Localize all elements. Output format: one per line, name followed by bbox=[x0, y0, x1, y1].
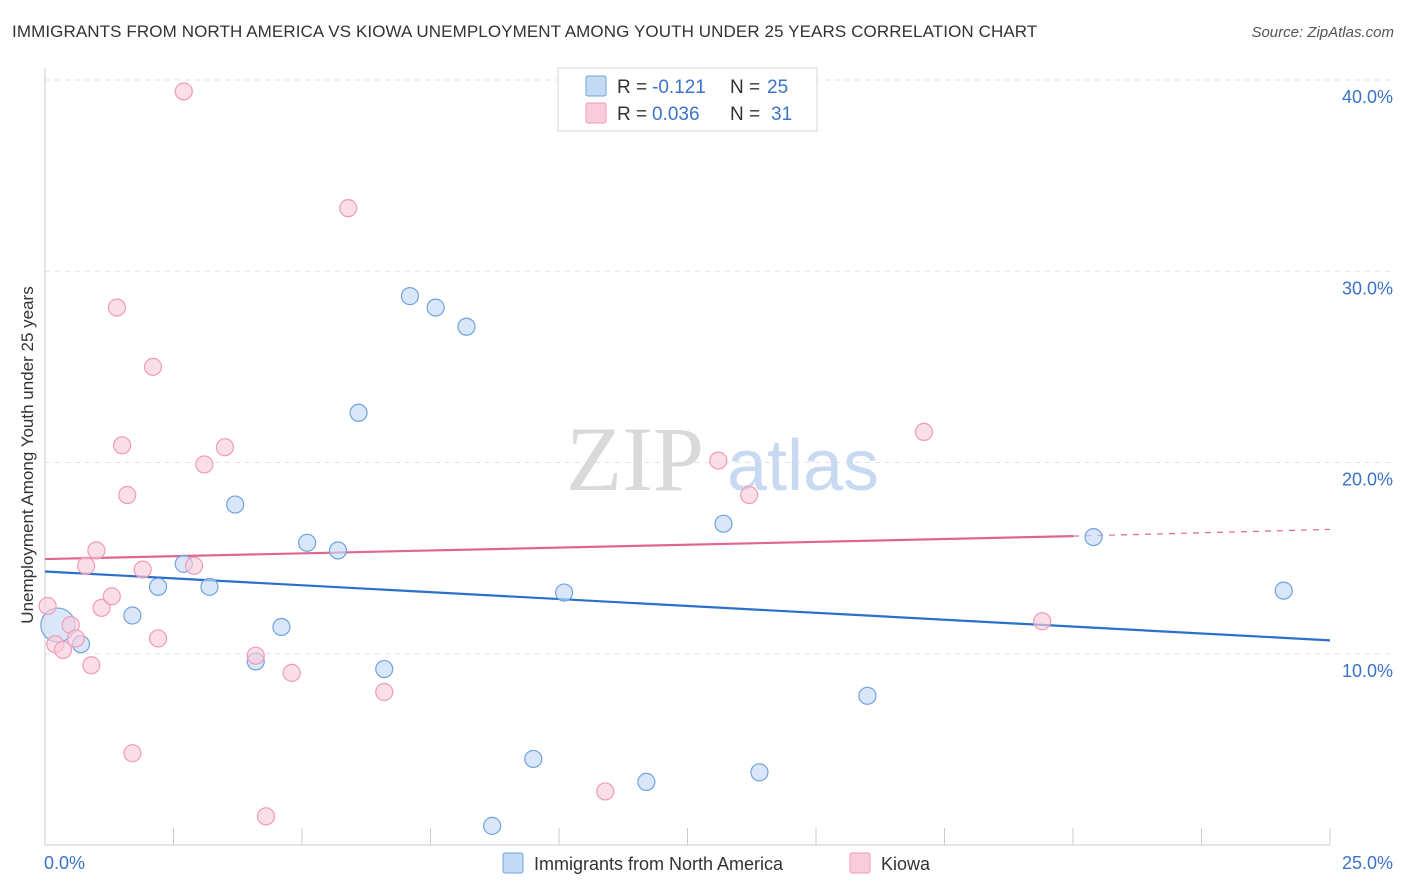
kiowa-point-17 bbox=[174, 82, 193, 101]
north-america-point-6 bbox=[226, 495, 245, 514]
kiowa-point-22 bbox=[256, 807, 276, 826]
kiowa-point-18 bbox=[184, 556, 204, 575]
kiowa-point-12 bbox=[118, 485, 137, 505]
kiowa-point-23 bbox=[282, 663, 301, 682]
north-america-point-11 bbox=[349, 403, 368, 422]
kiowa-point-11 bbox=[112, 436, 132, 455]
kiowa-point-9 bbox=[102, 587, 121, 606]
north-america-point-21 bbox=[714, 514, 733, 533]
north-america-point-12 bbox=[375, 659, 394, 679]
y-tick-label-0: 10.0% bbox=[1342, 661, 1393, 681]
kiowa-point-6 bbox=[82, 656, 101, 675]
kiowa-point-30 bbox=[1033, 612, 1052, 631]
kiowa-point-15 bbox=[143, 357, 163, 376]
stats-legend: R = -0.121 N = 25 R = 0.036 N = 31 bbox=[557, 67, 818, 132]
north-america-point-23 bbox=[1084, 527, 1103, 547]
north-america-point-13 bbox=[400, 287, 420, 306]
north-america-point-10 bbox=[328, 541, 348, 560]
kiowa-point-29 bbox=[914, 422, 934, 441]
kiowa-point-8 bbox=[92, 598, 111, 617]
kiowa-point-0 bbox=[38, 596, 57, 616]
north-america-point-2 bbox=[123, 606, 142, 625]
north-america-point-14 bbox=[426, 298, 445, 317]
data-points bbox=[38, 82, 1293, 835]
kiowa-point-26 bbox=[596, 782, 615, 801]
kiowa-point-20 bbox=[215, 438, 234, 457]
kiowa-point-24 bbox=[339, 199, 358, 218]
north-america-point-5 bbox=[200, 577, 219, 596]
north-america-point-20 bbox=[750, 763, 769, 782]
watermark-zip: ZIP bbox=[566, 408, 704, 510]
trend-lines bbox=[44, 528, 1331, 642]
legend-r-label-1: R = bbox=[617, 77, 647, 98]
north-america-point-3 bbox=[148, 577, 168, 596]
axes bbox=[44, 68, 1331, 846]
kiowa-point-5 bbox=[77, 556, 96, 575]
kiowa-point-4 bbox=[66, 629, 85, 648]
north-america-point-22 bbox=[858, 686, 877, 705]
source-label: Source: ZipAtlas.com bbox=[1251, 24, 1394, 41]
north-america-point-19 bbox=[637, 772, 656, 791]
legend-r-label-2: R = bbox=[617, 104, 647, 125]
x-tick-max: 25.0% bbox=[1342, 853, 1393, 873]
trend-line-0 bbox=[44, 570, 1331, 642]
legend-n-label-1: N = bbox=[730, 77, 760, 98]
trend-line-1 bbox=[44, 535, 1074, 561]
kiowa-point-2 bbox=[53, 640, 73, 660]
north-america-point-17 bbox=[524, 749, 543, 769]
chart-title: IMMIGRANTS FROM NORTH AMERICA VS KIOWA U… bbox=[12, 22, 1038, 41]
kiowa-point-7 bbox=[87, 541, 106, 560]
trend-line-dashed-1 bbox=[1072, 528, 1331, 537]
series-swatch-blue bbox=[502, 852, 524, 874]
kiowa-point-27 bbox=[709, 451, 728, 470]
legend-swatch-blue bbox=[585, 75, 607, 97]
kiowa-point-14 bbox=[133, 560, 152, 579]
x-tick-labels: 0.0% 25.0% bbox=[44, 853, 1393, 873]
kiowa-point-13 bbox=[123, 744, 142, 763]
gridlines bbox=[45, 79, 1395, 655]
x-tick-min: 0.0% bbox=[44, 853, 85, 873]
north-america-point-24 bbox=[1274, 581, 1293, 600]
north-america-point-8 bbox=[272, 617, 291, 637]
legend-n-label-2: N = bbox=[730, 104, 760, 125]
legend-swatch-pink bbox=[585, 102, 607, 124]
series-swatch-pink bbox=[849, 852, 871, 874]
series-label-kiowa: Kiowa bbox=[881, 854, 931, 874]
legend-n-value-1: 25 bbox=[767, 77, 788, 98]
north-america-point-16 bbox=[483, 816, 502, 835]
y-tick-labels: 10.0% 20.0% 30.0% 40.0% bbox=[1342, 87, 1393, 681]
kiowa-point-16 bbox=[148, 629, 168, 648]
legend-r-value-1: -0.121 bbox=[652, 77, 706, 98]
kiowa-point-25 bbox=[375, 682, 394, 702]
north-america-point-18 bbox=[555, 583, 574, 602]
north-america-point-9 bbox=[298, 533, 317, 552]
kiowa-point-21 bbox=[246, 646, 265, 665]
kiowa-point-10 bbox=[107, 298, 127, 317]
series-label-north-america: Immigrants from North America bbox=[534, 854, 784, 874]
y-tick-label-3: 40.0% bbox=[1342, 87, 1393, 107]
north-america-point-15 bbox=[457, 317, 476, 336]
legend-n-value-2: 31 bbox=[771, 104, 792, 125]
legend-r-value-2: 0.036 bbox=[652, 104, 700, 125]
y-tick-label-1: 20.0% bbox=[1342, 470, 1393, 490]
series-legend: Immigrants from North America Kiowa bbox=[502, 852, 931, 874]
y-tick-label-2: 30.0% bbox=[1342, 278, 1393, 298]
kiowa-point-19 bbox=[195, 455, 214, 474]
kiowa-point-28 bbox=[740, 485, 759, 505]
